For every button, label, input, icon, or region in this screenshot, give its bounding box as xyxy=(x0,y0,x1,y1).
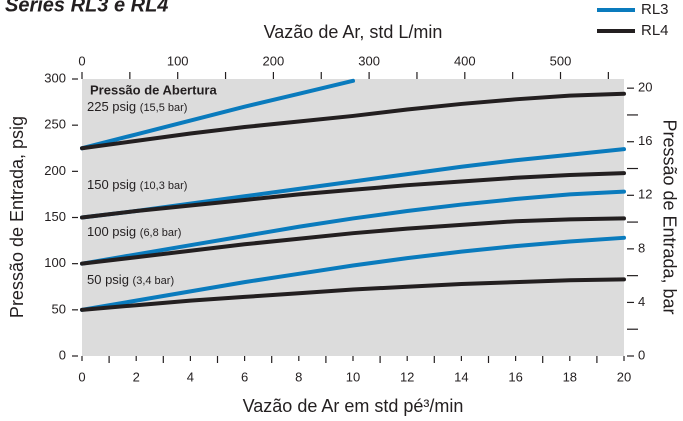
curve-label: 150 psig (10,3 bar) xyxy=(87,177,187,192)
x-tick-label: 0 xyxy=(78,369,85,384)
x2-tick-label: 300 xyxy=(358,53,380,68)
x-tick-label: 10 xyxy=(346,369,360,384)
y2-tick-label: 12 xyxy=(638,187,652,202)
curve-line xyxy=(80,216,626,266)
y2-tick-label: 0 xyxy=(638,347,645,362)
y2-tick-label: 20 xyxy=(638,80,652,95)
curve-label-pressure: 150 psig xyxy=(87,177,136,192)
y-tick-label: 300 xyxy=(44,70,66,85)
x-tick-label: 16 xyxy=(508,369,522,384)
x-tick-label: 12 xyxy=(400,369,414,384)
curve-label-pressure: 225 psig xyxy=(87,99,136,114)
y-tick-label: 200 xyxy=(44,163,66,178)
curve-label-bar: (10,3 bar) xyxy=(140,180,188,192)
y2-axis-title: Pressão de Entrada, bar xyxy=(659,119,679,314)
curve-label-pressure: 50 psig xyxy=(87,272,129,287)
curve-label-bar: (3,4 bar) xyxy=(133,275,175,287)
x-axis-title: Vazão de Ar em std pé³/min xyxy=(243,396,464,416)
x-tick-label: 18 xyxy=(563,369,577,384)
x2-tick-label: 200 xyxy=(263,53,285,68)
curve-line xyxy=(80,91,626,151)
curve-line xyxy=(80,78,355,151)
y2-tick-label: 8 xyxy=(638,240,645,255)
curve-label-bar: (15,5 bar) xyxy=(140,102,188,114)
curve-label: 100 psig (6,8 bar) xyxy=(87,224,181,239)
curve-line xyxy=(80,189,626,266)
x2-tick-label: 100 xyxy=(167,53,189,68)
x2-tick-label: 500 xyxy=(550,53,572,68)
legend-label: RL3 xyxy=(641,1,669,18)
curve-line xyxy=(80,277,626,312)
x-tick-label: 6 xyxy=(241,369,248,384)
y-tick-label: 150 xyxy=(44,209,66,224)
curve-label-pressure: 100 psig xyxy=(87,224,136,239)
y-tick-label: 0 xyxy=(59,347,66,362)
curve-label: 50 psig (3,4 bar) xyxy=(87,272,174,287)
legend-label: RL4 xyxy=(641,22,669,39)
curve-label: 225 psig (15,5 bar) xyxy=(87,99,187,114)
x-tick-label: 20 xyxy=(617,369,631,384)
annotation-title: Pressão de Abertura xyxy=(90,82,217,97)
y-tick-label: 100 xyxy=(44,255,66,270)
curve-line xyxy=(80,171,626,220)
y-axis-title: Pressão de Entrada, psig xyxy=(7,116,27,318)
y-tick-label: 250 xyxy=(44,117,66,132)
x-tick-label: 14 xyxy=(454,369,468,384)
y-tick-label: 50 xyxy=(52,301,66,316)
x-tick-label: 8 xyxy=(295,369,302,384)
curve-line xyxy=(80,235,626,312)
x2-tick-label: 400 xyxy=(454,53,476,68)
x2-axis-title: Vazão de Ar, std L/min xyxy=(264,22,443,42)
x-tick-label: 2 xyxy=(133,369,140,384)
y2-tick-label: 16 xyxy=(638,133,652,148)
x2-tick-label: 0 xyxy=(78,53,85,68)
y2-tick-label: 4 xyxy=(638,294,645,309)
chart-title: Series RL3 e RL4 xyxy=(5,0,168,16)
curve-label-bar: (6,8 bar) xyxy=(140,227,182,239)
x-tick-label: 4 xyxy=(187,369,194,384)
